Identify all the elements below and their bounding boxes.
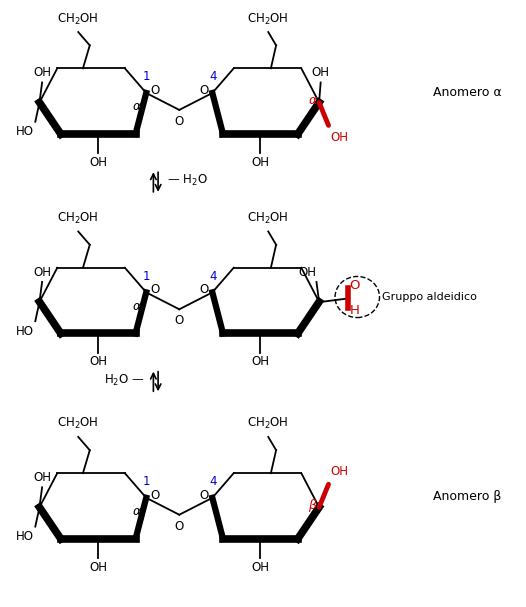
Text: CH$_2$OH: CH$_2$OH (247, 416, 289, 432)
Text: O: O (199, 489, 208, 502)
Text: O: O (199, 283, 208, 296)
Text: HO: HO (16, 325, 34, 337)
Text: OH: OH (251, 355, 269, 368)
Text: HO: HO (16, 531, 34, 543)
Text: O: O (150, 283, 159, 296)
Text: 4: 4 (209, 475, 217, 488)
Text: 4: 4 (209, 70, 217, 83)
Text: OH: OH (89, 561, 107, 574)
Text: O: O (150, 84, 159, 97)
Text: OH: OH (251, 561, 269, 574)
Text: 1: 1 (143, 475, 150, 488)
Text: O: O (349, 279, 360, 292)
Text: OH: OH (89, 355, 107, 368)
Text: OH: OH (251, 156, 269, 169)
Text: 1: 1 (143, 270, 150, 283)
Text: O: O (175, 314, 184, 327)
Text: β: β (308, 499, 317, 512)
Text: α: α (133, 505, 141, 518)
Text: O: O (199, 84, 208, 97)
Text: CH$_2$OH: CH$_2$OH (247, 12, 289, 27)
Text: OH: OH (298, 266, 317, 279)
Text: OH: OH (89, 156, 107, 169)
Text: α: α (133, 300, 141, 313)
Text: α: α (308, 94, 317, 107)
Text: Gruppo aldeidico: Gruppo aldeidico (382, 292, 477, 302)
Text: OH: OH (331, 132, 349, 144)
Text: — H$_2$O: — H$_2$O (167, 173, 208, 188)
Text: CH$_2$OH: CH$_2$OH (57, 211, 99, 226)
Text: CH$_2$OH: CH$_2$OH (57, 416, 99, 432)
Text: O: O (175, 115, 184, 127)
Text: CH$_2$OH: CH$_2$OH (57, 12, 99, 27)
Text: Anomero β: Anomero β (433, 490, 501, 503)
Text: Anomero α: Anomero α (433, 86, 502, 98)
Text: O: O (150, 489, 159, 502)
Text: OH: OH (312, 67, 330, 80)
Text: H: H (349, 304, 359, 317)
Text: O: O (175, 520, 184, 532)
Text: HO: HO (16, 126, 34, 138)
Text: OH: OH (331, 465, 349, 478)
Text: CH$_2$OH: CH$_2$OH (247, 211, 289, 226)
Text: H$_2$O —: H$_2$O — (104, 373, 144, 388)
Text: 4: 4 (209, 270, 217, 283)
Text: OH: OH (33, 266, 51, 279)
Text: OH: OH (33, 67, 51, 80)
Text: OH: OH (33, 471, 51, 484)
Text: 1: 1 (143, 70, 150, 83)
Text: α: α (133, 100, 141, 114)
